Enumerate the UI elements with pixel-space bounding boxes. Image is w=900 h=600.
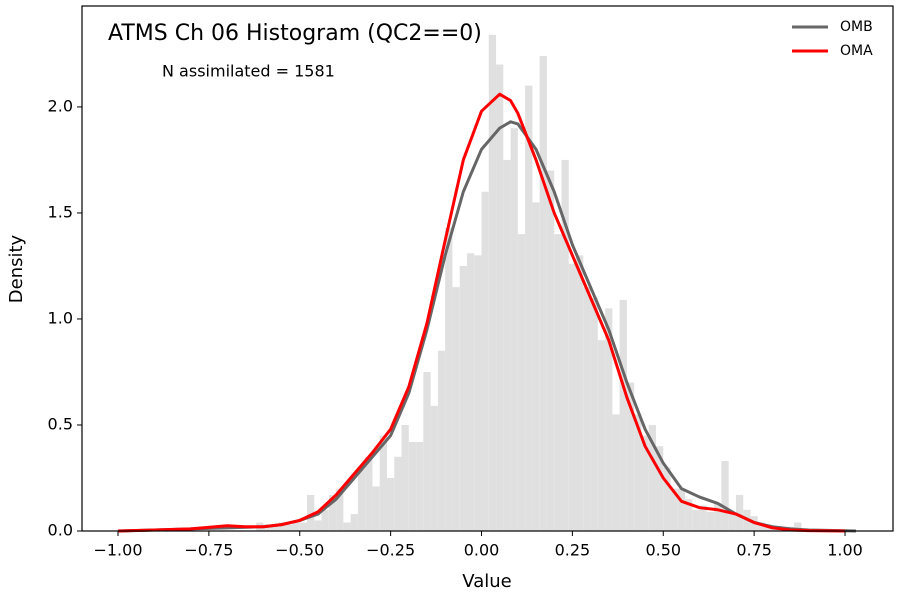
histogram-bar xyxy=(445,227,453,531)
histogram-bar xyxy=(503,159,511,531)
histogram-bar xyxy=(561,159,569,531)
histogram-bar xyxy=(670,488,678,531)
x-tick-label: 0.75 xyxy=(736,541,772,560)
histogram-bar xyxy=(343,522,351,531)
histogram-bar xyxy=(488,34,497,532)
histogram-bar xyxy=(394,456,402,531)
histogram-bar xyxy=(423,371,431,531)
histogram-bar xyxy=(372,486,380,531)
histogram-bar xyxy=(641,435,649,531)
histogram-bar xyxy=(706,511,715,531)
axes-frame xyxy=(81,5,894,532)
histogram-bar xyxy=(430,405,438,531)
x-tick-label: −0.50 xyxy=(275,541,324,560)
histogram-bar xyxy=(699,505,707,531)
histogram-bar xyxy=(481,191,489,531)
histogram-bar xyxy=(648,424,656,531)
y-tick-label: 1.5 xyxy=(48,202,73,221)
histogram-bar xyxy=(714,503,722,531)
x-tick-label: −1.00 xyxy=(93,541,142,560)
histogram-bar xyxy=(336,488,344,531)
histogram-bar xyxy=(612,414,620,531)
histogram-bar xyxy=(285,524,293,531)
x-tick-label: −0.75 xyxy=(184,541,233,560)
histogram-bar xyxy=(677,488,686,531)
histogram-bar xyxy=(692,509,700,531)
histogram-bar xyxy=(277,522,286,531)
histogram-bar xyxy=(757,522,766,531)
histogram-bar xyxy=(452,287,460,531)
histogram-bar xyxy=(307,494,315,531)
histogram-bar xyxy=(365,456,373,531)
histogram-bar xyxy=(496,64,504,531)
legend-label: OMA xyxy=(840,43,873,59)
histogram-bar xyxy=(510,128,518,531)
histogram-bar xyxy=(437,350,446,531)
histogram-bar xyxy=(357,467,366,531)
y-axis-label: Density xyxy=(6,234,27,303)
x-tick-label: 0.00 xyxy=(464,541,500,560)
plot-area xyxy=(117,34,856,533)
histogram-bar xyxy=(459,265,467,531)
histogram-bar xyxy=(546,170,555,531)
histogram-bar xyxy=(350,514,358,531)
histogram-bar xyxy=(416,441,424,531)
histogram-bar xyxy=(626,382,635,531)
histogram-bar xyxy=(583,287,591,531)
histogram-bar xyxy=(517,234,526,531)
legend-label: OMB xyxy=(840,19,873,35)
x-tick-label: 0.50 xyxy=(645,541,681,560)
histogram-bar xyxy=(299,522,308,531)
histogram-bar xyxy=(401,424,409,531)
histogram-bar xyxy=(539,56,547,532)
histogram-bar xyxy=(728,514,736,531)
histogram-bar xyxy=(568,263,577,531)
histogram-bar xyxy=(597,340,606,531)
histogram-bar xyxy=(794,522,802,531)
x-tick-label: −0.25 xyxy=(366,541,415,560)
y-tick-label: 2.0 xyxy=(48,96,73,115)
x-tick-label: 0.25 xyxy=(555,541,591,560)
histogram-bar xyxy=(525,85,533,531)
histogram-bar xyxy=(466,253,475,531)
y-tick-label: 0.0 xyxy=(48,521,73,540)
histogram-bar xyxy=(328,494,337,531)
histogram-bar xyxy=(605,308,613,531)
annotation: N assimilated = 1581 xyxy=(162,62,335,81)
histogram-bar xyxy=(292,522,300,531)
histogram-bar xyxy=(619,299,627,531)
x-axis-label: Value xyxy=(462,571,511,592)
histogram-bar xyxy=(532,202,540,531)
histogram-bar xyxy=(554,234,562,531)
histogram-bar xyxy=(386,477,395,531)
histogram-bar xyxy=(663,467,671,531)
histogram-bar xyxy=(655,446,664,531)
histogram-bar xyxy=(590,297,598,531)
x-tick-label: 1.00 xyxy=(827,541,863,560)
histogram-bar xyxy=(321,509,329,531)
y-tick-label: 1.0 xyxy=(48,308,73,327)
histogram-bar xyxy=(576,255,584,531)
histogram-bar xyxy=(314,520,322,531)
kde-line xyxy=(117,92,846,533)
chart-title: ATMS Ch 06 Histogram (QC2==0) xyxy=(108,21,482,46)
histogram-bar xyxy=(721,461,729,531)
histogram-bar xyxy=(634,414,642,531)
histogram-bar xyxy=(735,494,744,531)
y-tick-label: 0.5 xyxy=(48,414,73,433)
histogram-bar xyxy=(685,499,693,531)
histogram-bar xyxy=(474,255,482,531)
histogram-bar xyxy=(379,435,387,531)
histogram-bar xyxy=(408,441,417,531)
histogram-bar xyxy=(270,524,278,531)
